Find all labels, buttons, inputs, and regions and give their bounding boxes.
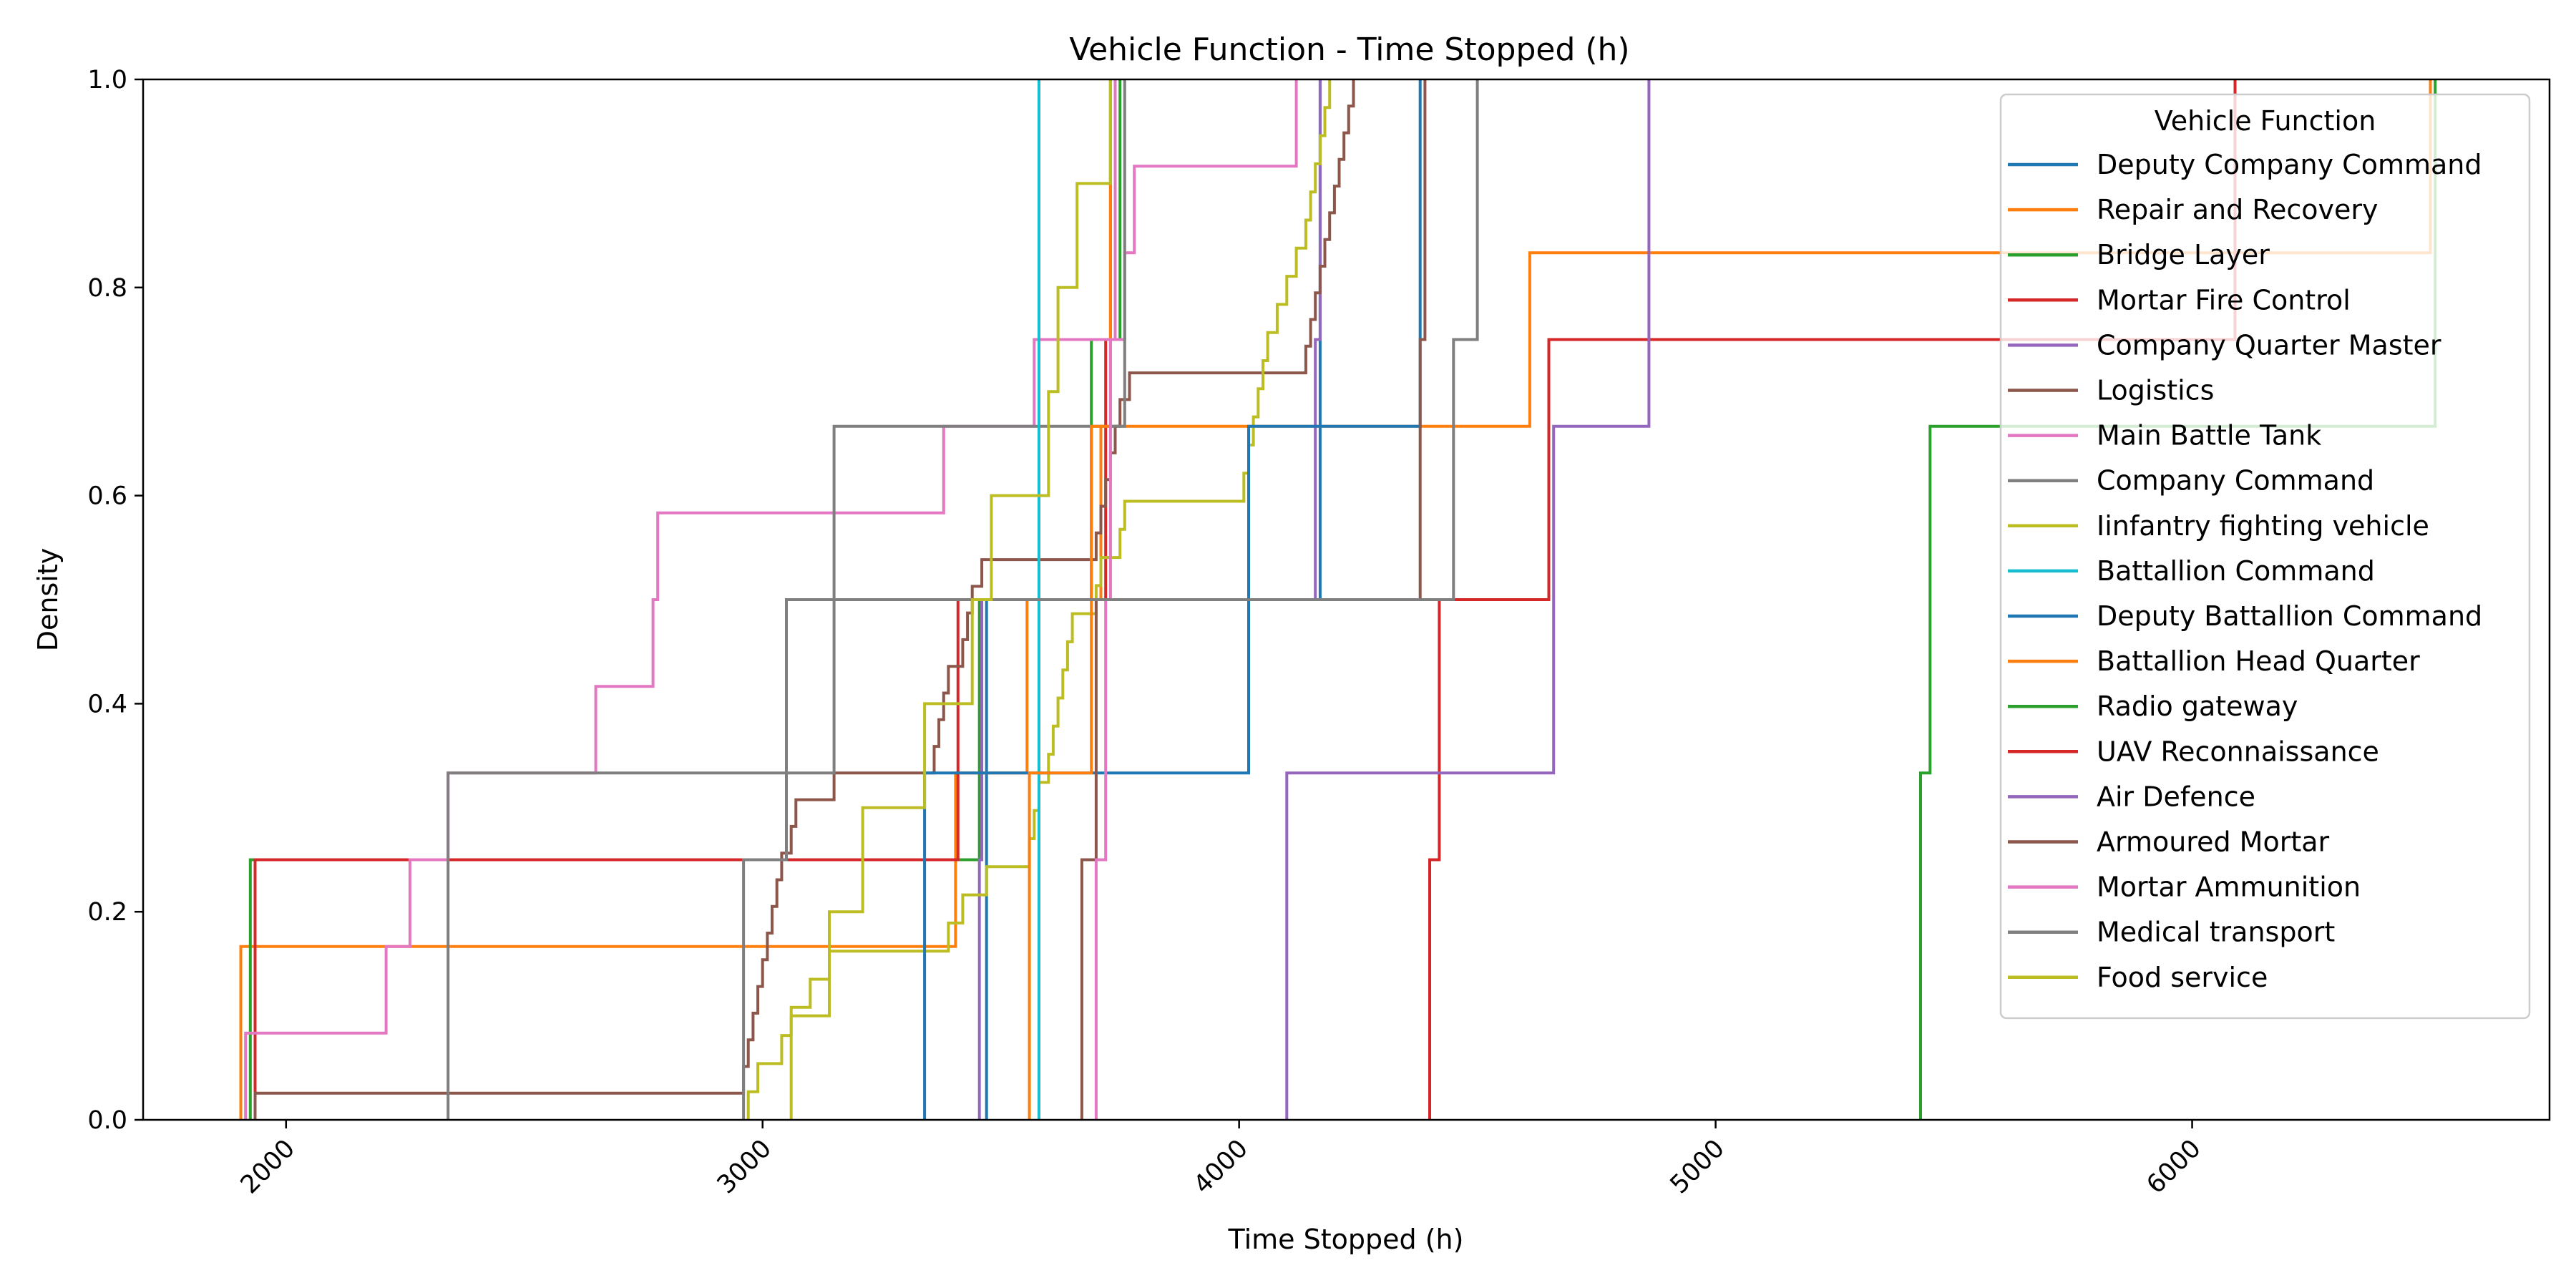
legend-label-iinfantry-fighting-vehicle: Iinfantry fighting vehicle — [2097, 510, 2429, 542]
legend-label-main-battle-tank: Main Battle Tank — [2097, 420, 2321, 452]
series-line-medical-transport — [742, 79, 1479, 1120]
series-line-air-defence — [1285, 79, 1651, 1120]
series-line-food-service — [789, 79, 1112, 1120]
legend-label-deputy-company-command: Deputy Company Command — [2097, 149, 2482, 180]
y-tick-label: 0.0 — [87, 1106, 127, 1135]
y-axis-label: Density — [32, 548, 64, 651]
legend-label-logistics: Logistics — [2097, 375, 2214, 406]
legend-label-battallion-head-quarter: Battallion Head Quarter — [2097, 645, 2420, 677]
y-tick-label: 0.8 — [87, 274, 127, 303]
series-lines — [239, 79, 2437, 1120]
chart-title: Vehicle Function - Time Stopped (h) — [1069, 31, 1629, 68]
legend-title: Vehicle Function — [2155, 105, 2376, 137]
legend-label-company-command: Company Command — [2097, 465, 2374, 497]
y-axis-ticks: 0.0 0.2 0.4 0.6 0.8 1.0 — [87, 66, 143, 1135]
x-axis-label: Time Stopped (h) — [1228, 1224, 1464, 1255]
legend-box — [1999, 93, 2531, 1020]
legend-label-uav-reconnaissance: UAV Reconnaissance — [2097, 736, 2379, 767]
legend-label-medical-transport: Medical transport — [2097, 917, 2335, 948]
legend-label-armoured-mortar: Armoured Mortar — [2097, 826, 2330, 858]
y-tick-label: 0.4 — [87, 690, 127, 718]
plot-frame — [142, 78, 2551, 1121]
legend-label-company-quarter-master: Company Quarter Master — [2097, 329, 2441, 361]
y-tick-label: 1.0 — [87, 66, 127, 94]
legend-label-deputy-battallion-command: Deputy Battallion Command — [2097, 600, 2482, 632]
legend-label-mortar-ammunition: Mortar Ammunition — [2097, 872, 2361, 903]
y-tick-label: 0.6 — [87, 482, 127, 511]
legend-label-battallion-command: Battallion Command — [2097, 555, 2375, 587]
legend-label-bridge-layer: Bridge Layer — [2097, 239, 2270, 270]
legend-label-radio-gateway: Radio gateway — [2097, 691, 2298, 722]
legend-label-mortar-fire-control: Mortar Fire Control — [2097, 284, 2351, 316]
legend-label-food-service: Food service — [2097, 962, 2268, 993]
y-tick-label: 0.2 — [87, 898, 127, 927]
legend-label-repair-and-recovery: Repair and Recovery — [2097, 194, 2379, 225]
legend: Vehicle Function Deputy Company Command Re… — [1999, 93, 2531, 1020]
legend-label-air-defence: Air Defence — [2097, 781, 2255, 812]
series-line-main-battle-tank — [244, 79, 1298, 1120]
